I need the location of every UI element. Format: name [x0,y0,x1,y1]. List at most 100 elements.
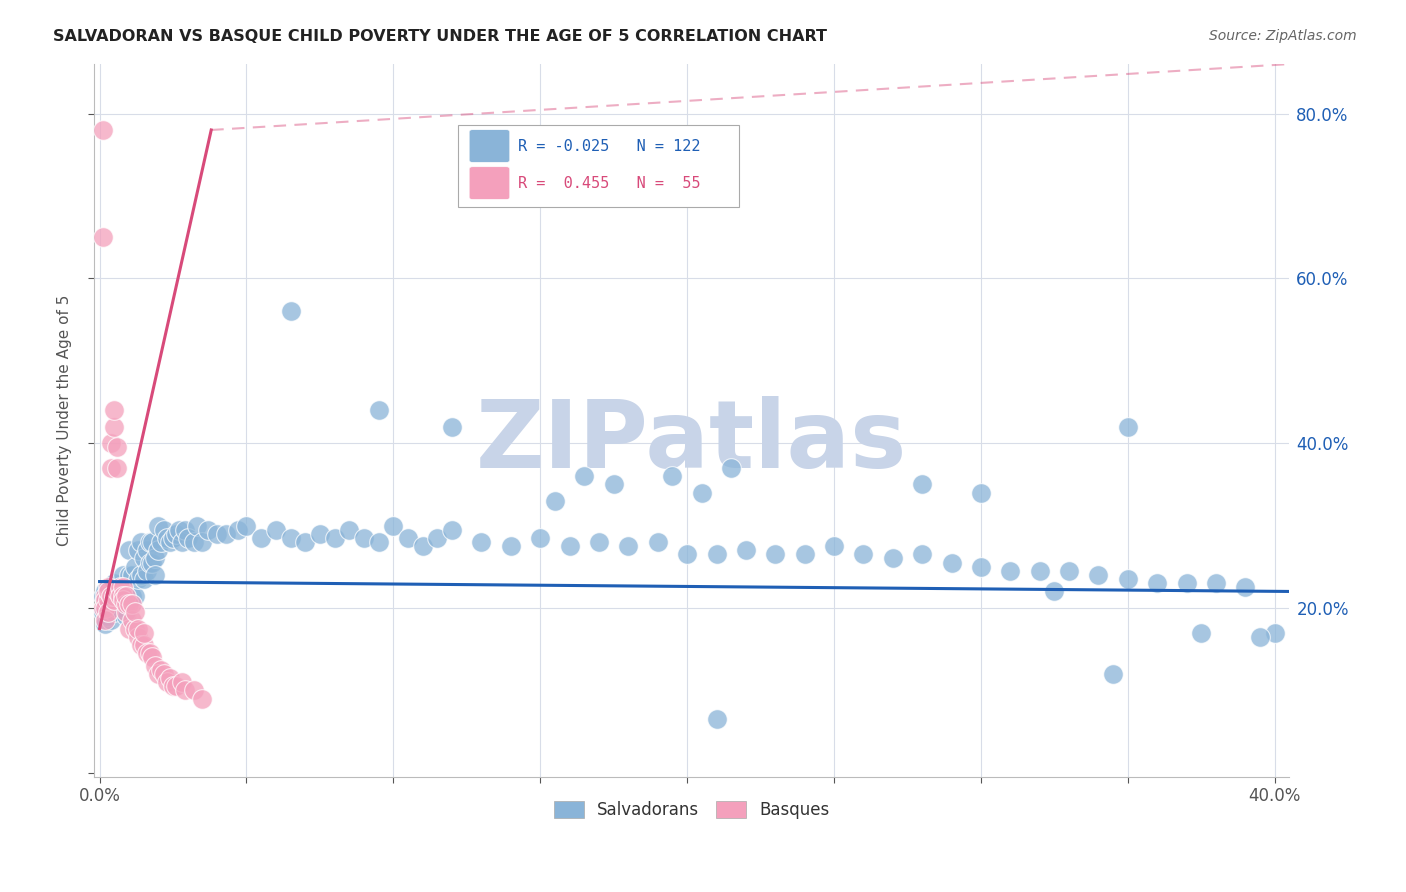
Point [156,531,179,545]
Point [132,572,155,586]
Point [103,589,125,603]
Point [159,671,181,685]
Point [823,539,845,553]
Point [226,523,249,537]
Point [763,547,786,561]
Point [118,597,141,611]
Point [337,523,360,537]
Point [558,539,581,553]
Point [97,580,120,594]
Point [470,535,492,549]
Point [396,531,419,545]
Point [112,580,135,594]
Point [112,592,135,607]
Point [441,523,464,537]
Point [100,589,122,603]
Point [118,568,141,582]
Point [706,712,728,726]
Point [735,543,758,558]
Point [294,535,316,549]
Point [382,518,405,533]
Point [141,535,163,549]
Point [124,559,146,574]
Point [353,531,375,545]
Point [118,622,141,636]
Point [165,526,187,541]
Point [162,679,184,693]
Point [970,559,993,574]
Point [1000,564,1022,578]
Point [135,564,157,578]
Point [1234,580,1257,594]
Point [426,531,449,545]
Point [103,419,125,434]
Point [108,584,131,599]
Legend: Salvadorans, Basques: Salvadorans, Basques [547,794,837,826]
Point [127,543,149,558]
Point [852,547,875,561]
Point [100,613,122,627]
Point [91,605,114,619]
Point [264,523,287,537]
Point [205,526,228,541]
Point [1043,584,1066,599]
Point [1205,576,1227,591]
Point [132,551,155,566]
Point [882,551,904,566]
Point [911,477,934,491]
Point [1175,576,1198,591]
Point [97,605,120,619]
Point [1189,625,1212,640]
Point [1116,572,1139,586]
Point [121,613,143,627]
Point [138,646,160,660]
Text: ZIPatlas: ZIPatlas [475,396,907,488]
Point [103,403,125,417]
Point [441,419,464,434]
Point [153,666,176,681]
Point [97,589,120,603]
Point [105,584,128,599]
Point [1116,419,1139,434]
Point [1146,576,1168,591]
Text: Source: ZipAtlas.com: Source: ZipAtlas.com [1209,29,1357,43]
Point [574,469,596,483]
Point [148,543,170,558]
Point [1249,630,1271,644]
Point [105,592,128,607]
Point [129,568,152,582]
Point [105,584,128,599]
Point [115,609,138,624]
Point [167,523,190,537]
Point [197,523,219,537]
Point [793,547,815,561]
Point [617,539,640,553]
Point [1087,568,1109,582]
Point [499,539,522,553]
Point [103,592,125,607]
Point [191,535,214,549]
FancyBboxPatch shape [458,125,740,207]
Point [145,551,167,566]
Point [309,526,332,541]
Point [100,460,122,475]
Point [367,535,389,549]
Point [94,613,117,627]
Point [138,556,160,570]
Point [135,543,157,558]
Point [647,535,669,549]
Point [94,584,117,599]
Point [170,535,193,549]
Point [91,230,114,244]
Point [412,539,434,553]
Point [103,605,125,619]
Text: R =  0.455   N =  55: R = 0.455 N = 55 [519,176,700,191]
Point [127,572,149,586]
Point [105,460,128,475]
Point [112,584,135,599]
Point [150,663,173,677]
Point [103,589,125,603]
Point [124,605,146,619]
Point [280,304,302,318]
Point [1028,564,1050,578]
